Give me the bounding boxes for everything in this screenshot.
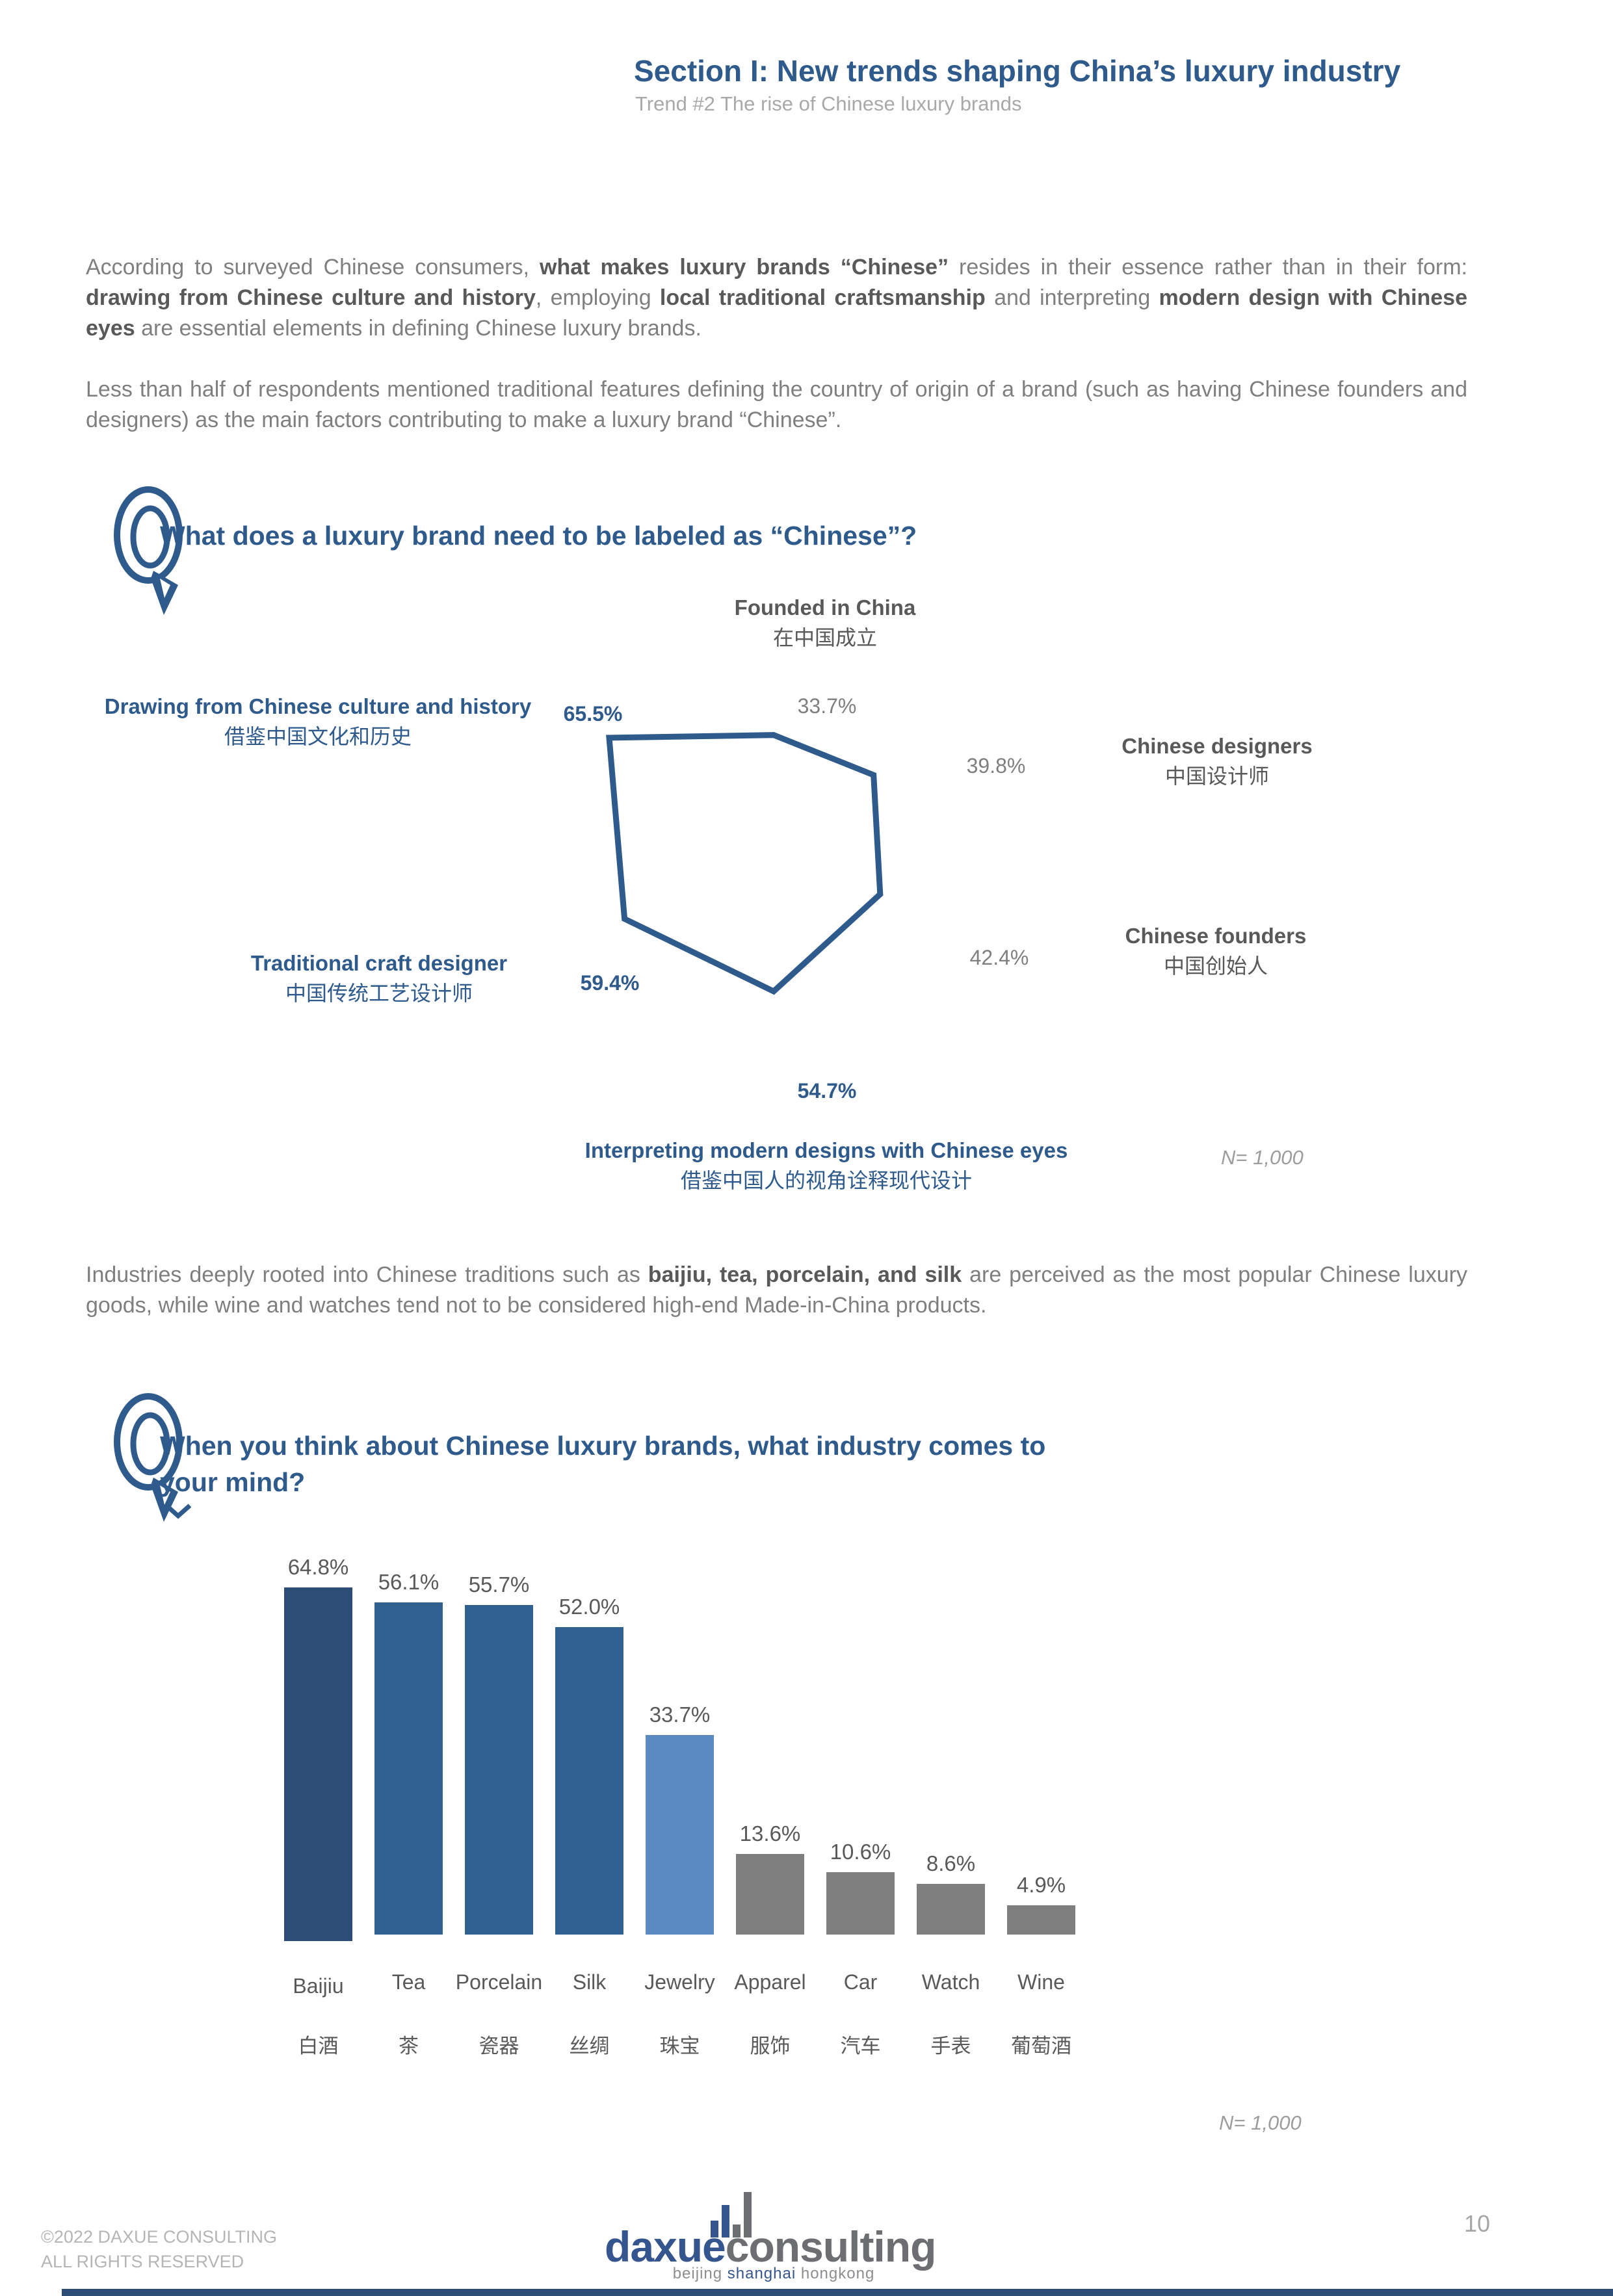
page-number: 10: [1464, 2210, 1491, 2237]
question1-title: What does a luxury brand need to be labe…: [160, 521, 917, 551]
bar-category-label-zh: 服饰: [750, 2035, 791, 2057]
daxue-consulting-logo: daxueconsulting: [605, 2222, 936, 2271]
logo-tagline: beijing shanghai hongkong: [673, 2265, 875, 2283]
bar-chart: 64.8% Baijiu 白酒 56.1% Tea 茶 55.7% Porcelain 瓷器 52…: [284, 1555, 1075, 2059]
bar-category-label: Jewelry: [644, 1970, 715, 1994]
paragraph-less-than-half: Less than half of respondents mentioned …: [86, 377, 1467, 432]
bar-column-watch: 8.6% Watch 手表: [917, 1555, 985, 2059]
bar-value-label: 64.8%: [287, 1555, 349, 1579]
bar-rect: [917, 1884, 985, 1935]
bar-category-label-zh: 丝绸: [569, 2035, 610, 2057]
radar-value-designers: 39.8%: [966, 754, 1026, 777]
copyright-notice: ©2022 DAXUE CONSULTING ALL RIGHTS RESERV…: [41, 2224, 277, 2274]
radar-value-traditional: 59.4%: [580, 971, 640, 995]
bar-category-label: Porcelain: [455, 1970, 543, 1994]
logo-consulting-text: consulting: [725, 2223, 937, 2271]
question-q-icon: [114, 486, 183, 615]
paragraph-essence: According to surveyed Chinese consumers,…: [86, 255, 1467, 341]
page-subtitle: Trend #2 The rise of Chinese luxury bran…: [635, 92, 1022, 115]
axis-label-zh: 借鉴中国人的视角诠释现代设计: [680, 1169, 973, 1192]
bar-column-porcelain: 55.7% Porcelain 瓷器: [456, 1555, 542, 2059]
radar-axis-designers: Chinese designers 中国设计师: [1121, 731, 1312, 791]
axis-label-en: Chinese designers: [1121, 734, 1313, 758]
bar-sample-size: N= 1,000: [1219, 2111, 1302, 2134]
axis-label-zh: 在中国成立: [772, 626, 878, 649]
tagline-shanghai: shanghai: [727, 2265, 796, 2282]
radar-value-interpreting: 54.7%: [797, 1079, 857, 1102]
bar-category-label-zh: 瓷器: [479, 2035, 519, 2057]
bar-rect: [555, 1627, 623, 1935]
bar-rect: [736, 1854, 804, 1935]
bar-rect: [284, 1587, 352, 1942]
radar-chart: [606, 732, 884, 995]
radar-axis-founders: Chinese founders 中国创始人: [1125, 921, 1307, 981]
bar-value-label: 55.7%: [468, 1572, 530, 1597]
bar-rect: [374, 1602, 443, 1935]
bar-column-car: 10.6% Car 汽车: [826, 1555, 895, 2059]
bar-rect: [1007, 1905, 1075, 1935]
bar-category-label: Apparel: [734, 1970, 806, 1994]
bar-column-tea: 56.1% Tea 茶: [374, 1555, 443, 2059]
radar-value-drawing: 65.5%: [563, 702, 623, 725]
bar-column-baijiu: 64.8% Baijiu 白酒: [284, 1555, 352, 2059]
bar-category-label-zh: 珠宝: [659, 2035, 700, 2057]
axis-label-zh: 借鉴中国文化和历史: [224, 725, 412, 748]
paragraph-industries: Industries deeply rooted into Chinese tr…: [86, 1262, 1467, 1318]
radar-value-founded: 33.7%: [797, 694, 857, 718]
question-q-icon: [114, 1393, 183, 1522]
bar-rect: [826, 1872, 895, 1935]
chevron-down-icon: [164, 1504, 192, 1519]
bar-category-label: Car: [843, 1970, 878, 1994]
radar-axis-founded: Founded in China 在中国成立: [735, 593, 916, 653]
bar-value-label: 8.6%: [926, 1851, 976, 1875]
bar-category-label: Wine: [1017, 1970, 1065, 1994]
radar-axis-drawing: Drawing from Chinese culture and history…: [105, 692, 531, 751]
bar-value-label: 13.6%: [739, 1821, 801, 1846]
copyright-line1: ©2022 DAXUE CONSULTING: [41, 2227, 277, 2247]
bar-category-label-zh: 白酒: [298, 2035, 339, 2057]
axis-label-en: Drawing from Chinese culture and history: [104, 694, 532, 718]
bar-value-label: 52.0%: [558, 1595, 620, 1619]
copyright-line2: ALL RIGHTS RESERVED: [41, 2252, 244, 2271]
radar-axis-interpreting: Interpreting modern designs with Chinese…: [585, 1136, 1068, 1195]
question2-title: When you think about Chinese luxury bran…: [160, 1431, 1046, 1497]
radar-polygon: [606, 732, 884, 995]
bottom-accent-bar: [62, 2289, 1613, 2296]
radar-value-founders: 42.4%: [969, 946, 1029, 969]
bar-category-label-zh: 茶: [399, 2035, 419, 2057]
logo-daxue-text: daxue: [605, 2223, 726, 2271]
bar-column-apparel: 13.6% Apparel 服饰: [734, 1555, 806, 2059]
bar-category-label: Tea: [391, 1970, 426, 1994]
tagline-hongkong: hongkong: [796, 2265, 875, 2282]
bar-category-label: Silk: [572, 1970, 607, 1994]
bar-value-label: 33.7%: [649, 1702, 711, 1727]
bar-rect: [646, 1735, 714, 1935]
radar-axis-traditional: Traditional craft designer 中国传统工艺设计师: [251, 948, 507, 1008]
axis-label-en: Founded in China: [734, 595, 916, 620]
bar-category-label: Watch: [921, 1970, 980, 1994]
bar-category-label-zh: 汽车: [840, 2035, 881, 2057]
tagline-beijing: beijing: [672, 2265, 728, 2282]
axis-label-zh: 中国传统工艺设计师: [285, 982, 473, 1005]
bar-category-label-zh: 手表: [930, 2035, 971, 2057]
bar-value-label: 4.9%: [1016, 1873, 1066, 1897]
bar-category-label: Baijiu: [293, 1974, 344, 1998]
axis-label-zh: 中国设计师: [1164, 764, 1270, 788]
bar-value-label: 56.1%: [378, 1570, 439, 1594]
bar-column-wine: 4.9% Wine 葡萄酒: [1007, 1555, 1075, 2059]
bar-category-label-zh: 葡萄酒: [1011, 2035, 1071, 2057]
axis-label-en: Traditional craft designer: [250, 951, 508, 975]
bar-rect: [465, 1605, 533, 1935]
axis-label-en: Interpreting modern designs with Chinese…: [584, 1138, 1068, 1162]
bar-column-jewelry: 33.7% Jewelry 珠宝: [644, 1555, 715, 2059]
axis-label-zh: 中国创始人: [1163, 954, 1268, 978]
logo-bar-chart-icon: [711, 2192, 752, 2237]
bar-column-silk: 52.0% Silk 丝绸: [555, 1555, 623, 2059]
page-title: Section I: New trends shaping China’s lu…: [634, 54, 1401, 88]
axis-label-en: Chinese founders: [1125, 924, 1307, 948]
bar-value-label: 10.6%: [830, 1840, 891, 1864]
radar-sample-size: N= 1,000: [1221, 1146, 1304, 1169]
